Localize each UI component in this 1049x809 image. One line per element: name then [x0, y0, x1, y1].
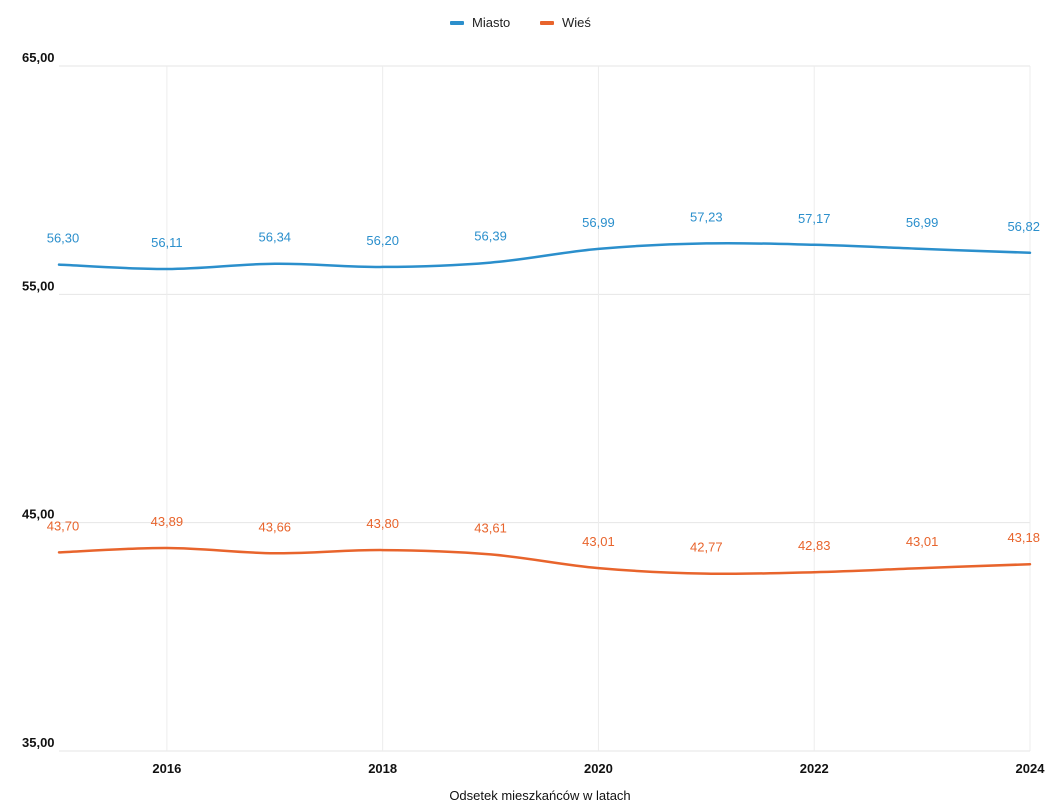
data-label: 43,01: [582, 534, 615, 549]
x-tick-label: 2020: [584, 761, 613, 776]
grid: [59, 65, 1031, 752]
data-label: 43,80: [366, 516, 399, 531]
data-label: 43,66: [259, 519, 292, 534]
data-label: 56,20: [366, 233, 399, 248]
data-label: 43,18: [1007, 530, 1040, 545]
x-axis: 2016 2018 2020 2022 2024: [152, 761, 1045, 776]
data-label: 42,77: [690, 540, 723, 555]
data-label: 43,89: [151, 514, 184, 529]
data-label: 56,99: [582, 215, 615, 230]
data-label: 57,23: [690, 209, 723, 224]
data-label: 43,61: [474, 520, 507, 535]
data-label: 43,70: [47, 518, 80, 533]
data-label: 56,99: [906, 215, 939, 230]
x-tick-label: 2024: [1016, 761, 1046, 776]
y-tick-label: 35,00: [22, 735, 55, 750]
series-line-wie-: [57, 546, 1032, 576]
data-label: 56,11: [151, 235, 183, 250]
y-tick-label: 45,00: [22, 507, 55, 522]
data-label: 57,17: [798, 211, 831, 226]
y-tick-label: 65,00: [22, 50, 55, 65]
legend: Miasto Wieś: [450, 15, 591, 30]
y-axis: 35,00 45,00 55,00 65,00: [22, 50, 55, 750]
data-labels: 56,30 56,11 56,34 56,20 56,39 56,99 57,23 57,17…: [47, 209, 1040, 554]
series-group: [57, 241, 1032, 576]
x-tick-label: 2018: [368, 761, 397, 776]
legend-swatch: [540, 21, 554, 25]
y-tick-label: 55,00: [22, 278, 55, 293]
data-label: 56,34: [259, 230, 292, 245]
legend-label: Miasto: [472, 15, 510, 30]
series-line-miasto: [57, 241, 1032, 271]
legend-swatch: [450, 21, 464, 25]
data-label: 42,83: [798, 538, 831, 553]
legend-label: Wieś: [562, 15, 591, 30]
x-tick-label: 2022: [800, 761, 829, 776]
data-label: 56,30: [47, 231, 80, 246]
data-label: 56,82: [1007, 219, 1040, 234]
x-tick-label: 2016: [152, 761, 181, 776]
x-axis-title: Odsetek mieszkańców w latach: [449, 788, 630, 803]
data-label: 43,01: [906, 534, 939, 549]
data-label: 56,39: [474, 229, 507, 244]
